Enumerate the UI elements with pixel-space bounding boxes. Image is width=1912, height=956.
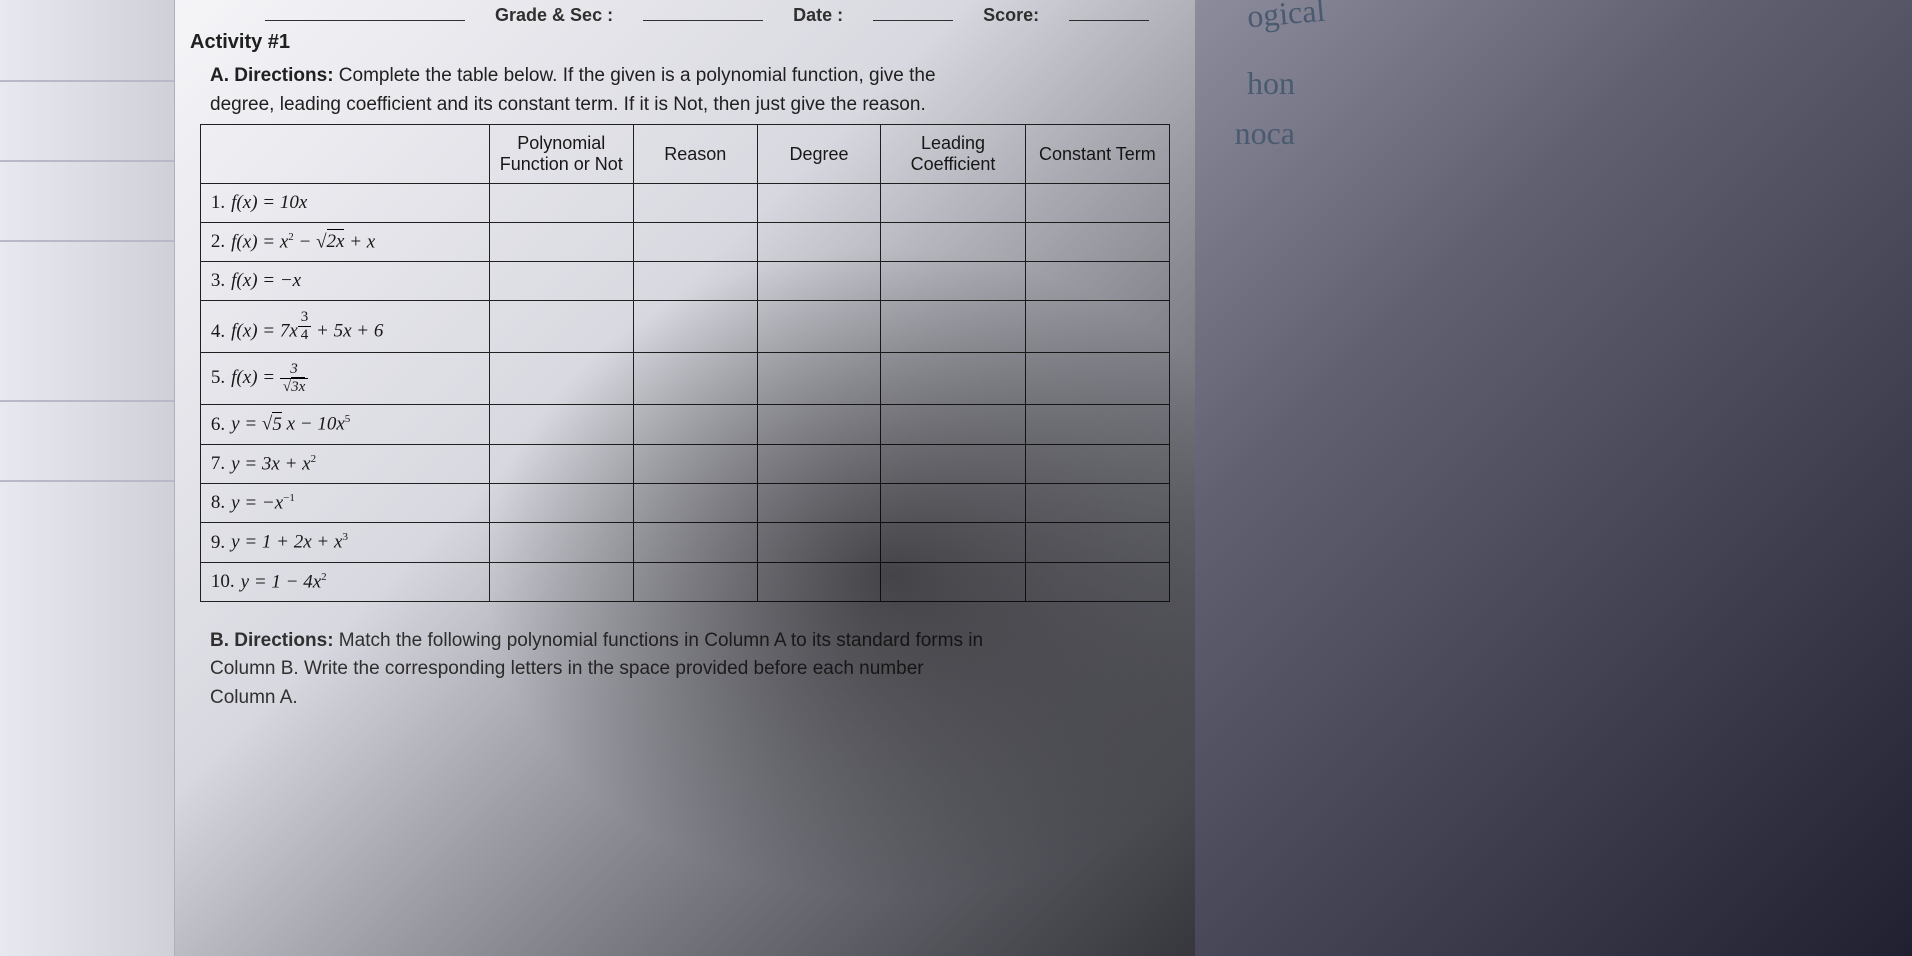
table-row: 5.f(x) = 3√3x <box>200 353 1169 405</box>
polynomial-table: Polynomial Function or Not Reason Degree… <box>200 124 1170 602</box>
directions-a-text2: degree, leading coefficient and its cons… <box>210 94 926 115</box>
func-cell-5: 5.f(x) = 3√3x <box>200 353 489 405</box>
header-poly: Polynomial Function or Not <box>489 125 633 184</box>
handwriting-2: hon <box>1247 65 1295 102</box>
func-cell-7: 7.y = 3x + x2 <box>200 444 489 483</box>
func-cell-8: 8.y = −x−1 <box>200 483 489 522</box>
directions-a-text1: Complete the table below. If the given i… <box>334 65 936 86</box>
score-label: Score: <box>983 5 1039 26</box>
notebook-paper-left <box>0 0 175 956</box>
table-row: 10.y = 1 − 4x2 <box>200 562 1169 601</box>
table-row: 2.f(x) = x2 − √2x + x <box>200 223 1169 262</box>
table-row: 8.y = −x−1 <box>200 483 1169 522</box>
header-leading: Leading Coefficient <box>881 125 1025 184</box>
table-row: 1.f(x) = 10x <box>200 184 1169 223</box>
directions-b-text3: Column A. <box>210 687 298 708</box>
table-row: 3.f(x) = −x <box>200 262 1169 301</box>
func-cell-4: 4.f(x) = 7x34 + 5x + 6 <box>200 301 489 353</box>
func-cell-2: 2.f(x) = x2 − √2x + x <box>200 223 489 262</box>
handwriting-3: noca <box>1235 115 1295 152</box>
directions-b-prefix: B. Directions: <box>210 630 334 651</box>
header-row: name Grade & Sec : Date : Score: <box>190 0 1180 31</box>
handwriting-1: ogical <box>1245 0 1326 35</box>
directions-a: A. Directions: Complete the table below.… <box>190 62 1180 119</box>
table-row: 7.y = 3x + x2 <box>200 444 1169 483</box>
table-row: 6.y = √5 x − 10x5 <box>200 405 1169 444</box>
header-func <box>200 125 489 184</box>
header-constant: Constant Term <box>1025 125 1169 184</box>
header-reason: Reason <box>633 125 757 184</box>
func-cell-6: 6.y = √5 x − 10x5 <box>200 405 489 444</box>
func-cell-10: 10.y = 1 − 4x2 <box>200 562 489 601</box>
func-cell-9: 9.y = 1 + 2x + x3 <box>200 523 489 562</box>
header-degree: Degree <box>757 125 881 184</box>
directions-b-text2: Column B. Write the corresponding letter… <box>210 658 924 679</box>
directions-a-prefix: A. Directions: <box>210 65 334 86</box>
grade-sec-label: Grade & Sec : <box>495 5 613 26</box>
func-cell-1: 1.f(x) = 10x <box>200 184 489 223</box>
table-row: 9.y = 1 + 2x + x3 <box>200 523 1169 562</box>
date-label: Date : <box>793 5 843 26</box>
activity-title: Activity #1 <box>190 31 1180 54</box>
worksheet-page: name Grade & Sec : Date : Score: Activit… <box>175 0 1195 956</box>
directions-b-text1: Match the following polynomial functions… <box>334 630 984 651</box>
func-cell-3: 3.f(x) = −x <box>200 262 489 301</box>
directions-b: B. Directions: Match the following polyn… <box>190 627 1180 713</box>
table-row: 4.f(x) = 7x34 + 5x + 6 <box>200 301 1169 353</box>
